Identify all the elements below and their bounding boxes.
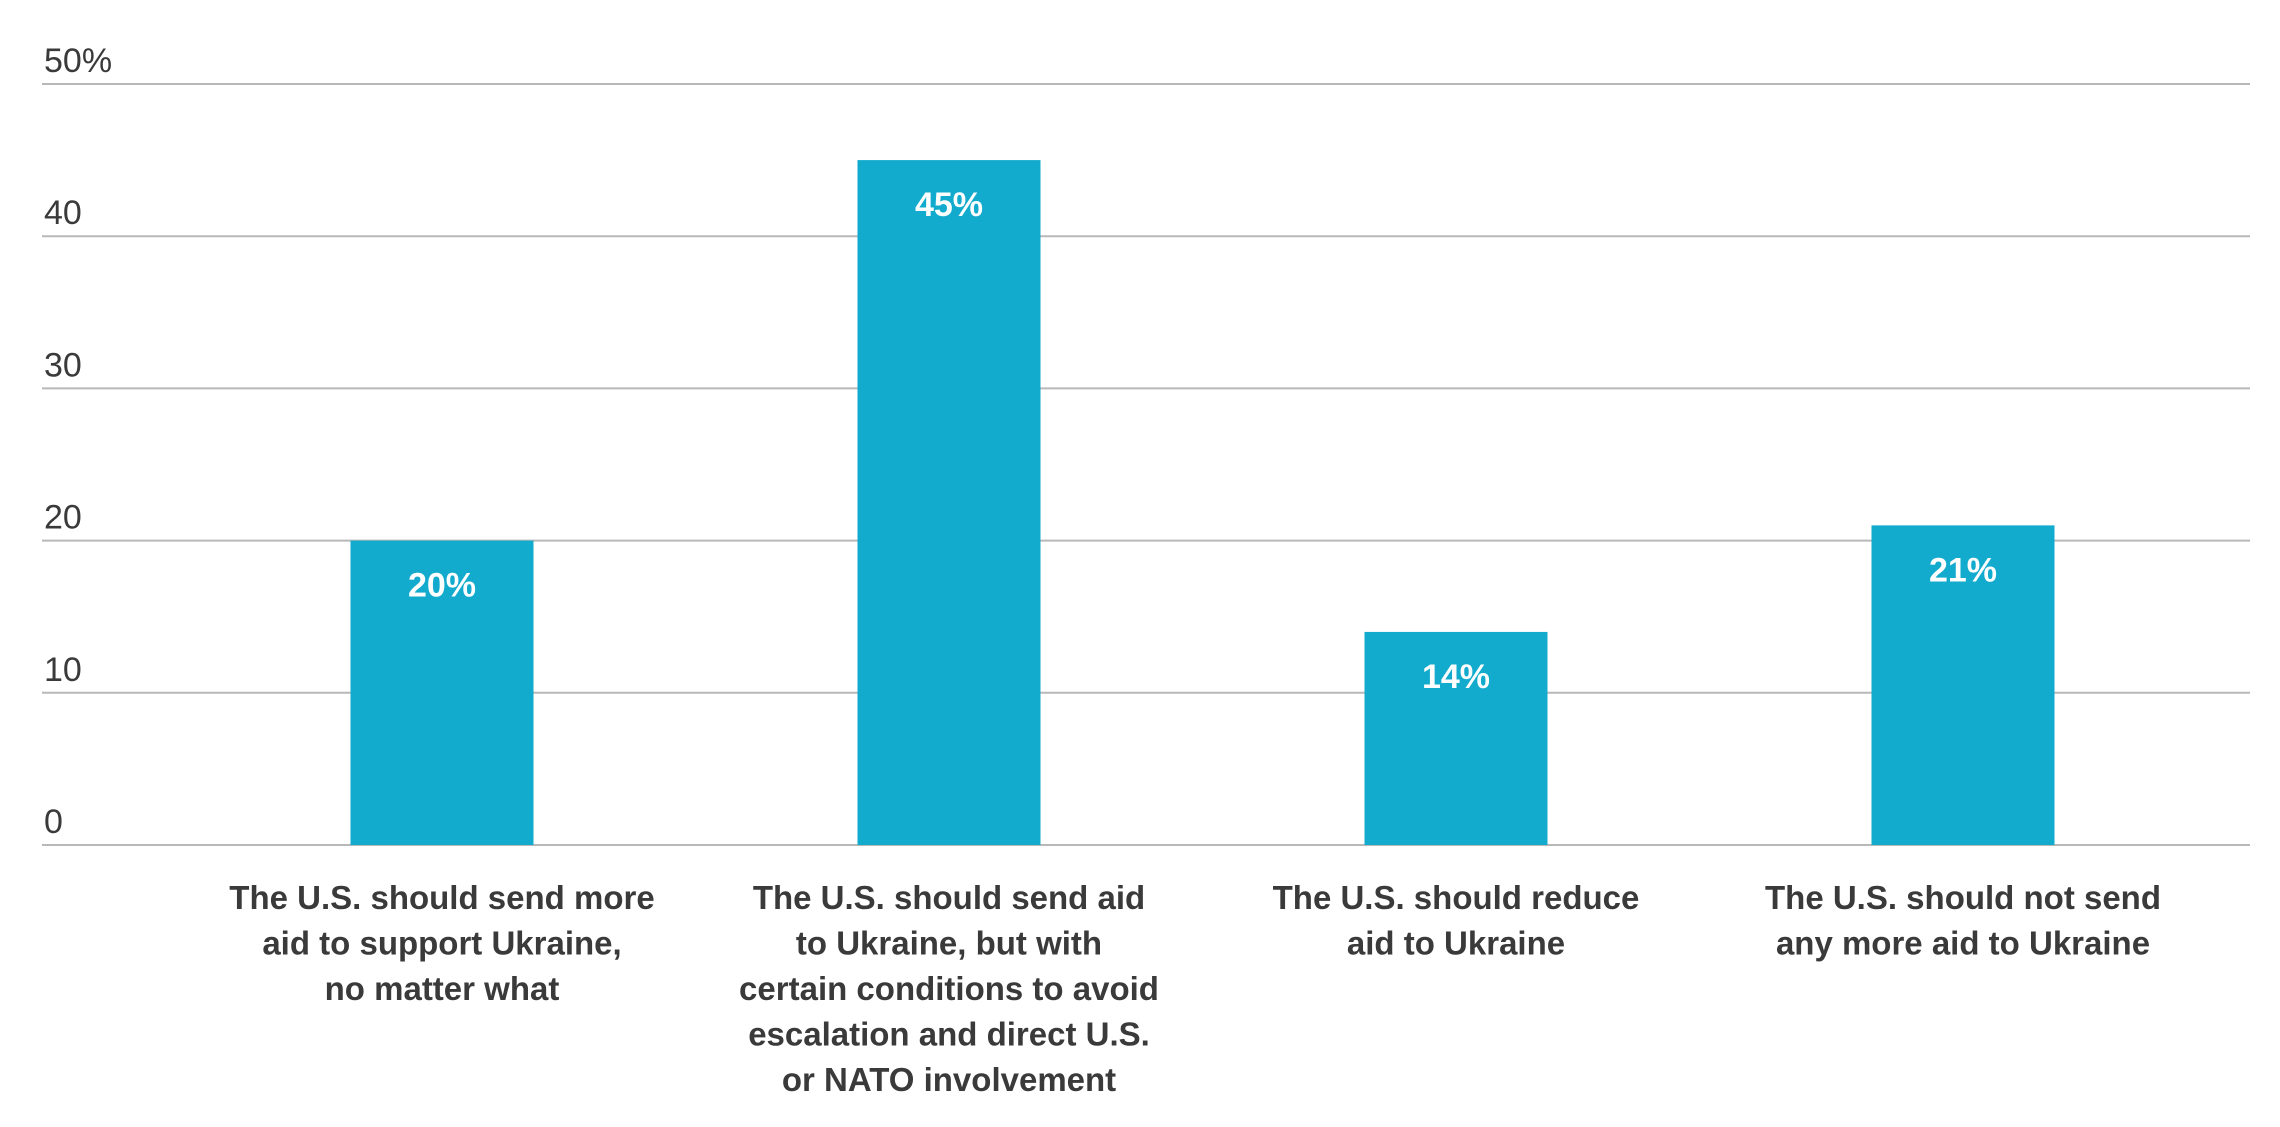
category-label-line: The U.S. should send aid [753,879,1145,916]
bars [350,160,2055,846]
category-label-line: aid to support Ukraine, [262,925,621,962]
bar [1871,525,2055,845]
y-tick-label: 50% [44,42,112,80]
category-label-line: aid to Ukraine [1347,925,1565,962]
y-tick-label: 20 [44,499,82,537]
category-label: The U.S. should send aid to Ukraine, but … [739,879,1159,1098]
category-labels: The U.S. should send more aid to support … [229,879,2161,1098]
bar-value-label: 14% [1422,658,1490,696]
category-label-line: any more aid to Ukraine [1776,925,2150,962]
category-label-line: certain conditions to avoid [739,970,1159,1007]
category-label-line: The U.S. should not send [1765,879,2161,916]
bar [857,160,1041,846]
category-label: The U.S. should reduce aid to Ukraine [1273,879,1640,962]
y-axis-tick-labels: 0 10 20 30 40 50% [44,42,112,841]
bar-value-label: 45% [915,186,983,224]
bar-value-label: 20% [408,567,476,605]
category-label: The U.S. should not send any more aid to … [1765,879,2161,962]
bar [350,540,534,845]
category-label-line: The U.S. should send more [229,879,654,916]
y-tick-label: 30 [44,346,82,384]
category-label-line: or NATO involvement [782,1061,1116,1098]
y-tick-label: 0 [44,803,63,841]
bar-value-label: 21% [1929,551,1997,589]
category-label-line: no matter what [325,970,560,1007]
category-label-line: The U.S. should reduce [1273,879,1640,916]
bar [1364,631,1548,845]
y-tick-label: 10 [44,651,82,689]
bar-value-labels: 20% 45% 14% 21% [408,186,1997,696]
category-label: The U.S. should send more aid to support … [229,879,654,1007]
category-label-line: escalation and direct U.S. [748,1016,1150,1053]
y-tick-label: 40 [44,194,82,232]
category-label-line: to Ukraine, but with [796,925,1102,962]
